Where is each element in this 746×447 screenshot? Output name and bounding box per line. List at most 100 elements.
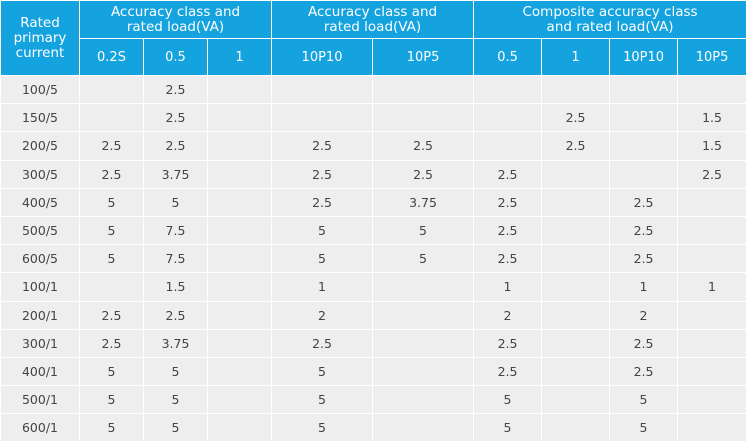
table-cell: 5 (143, 356, 208, 387)
table-cell (206, 244, 273, 274)
table-cell: 7.5 (143, 244, 208, 274)
table-cell: 2.5 (79, 159, 144, 189)
row-current-label: 400/5 (0, 187, 80, 217)
group-header-composite-accuracy-class: Composite accuracy class and rated load(… (473, 0, 746, 39)
table-cell: 5 (473, 413, 543, 443)
table-cell (541, 187, 611, 217)
group-header-accuracy-class-protection: Accuracy class and rated load(VA) (271, 0, 475, 39)
row-current-label: 600/1 (0, 413, 80, 443)
table-cell: 2.5 (271, 131, 374, 161)
table-row: 100/1 1.5 1 1 1 1 (0, 272, 746, 302)
table-cell: 2.5 (541, 103, 611, 133)
table-cell: 5 (79, 413, 144, 443)
table-cell (677, 300, 746, 330)
table-cell: 5 (271, 215, 374, 246)
header-group-row: Rated primary current Accuracy class and… (0, 0, 746, 76)
table-cell: 1.5 (143, 272, 208, 302)
table-cell (79, 272, 144, 302)
table-cell (609, 159, 679, 189)
table-cell (677, 413, 746, 443)
table-cell (541, 300, 611, 330)
table-cell: 2.5 (143, 103, 208, 133)
table-cell: 5 (79, 356, 144, 387)
table-cell: 5 (143, 187, 208, 217)
column-header: 10P10 (271, 38, 374, 76)
table-cell: 2.5 (609, 328, 679, 358)
table-cell (677, 187, 746, 217)
table-cell (677, 74, 746, 105)
row-current-label: 100/1 (0, 272, 80, 302)
table-cell: 5 (79, 244, 144, 274)
table-cell: 2.5 (473, 356, 543, 387)
table-cell (609, 103, 679, 133)
table-row: 100/5 2.5 (0, 74, 746, 105)
table-cell (541, 272, 611, 302)
table-cell: 5 (473, 385, 543, 415)
table-cell (541, 328, 611, 358)
table-cell (271, 103, 374, 133)
table-cell (372, 74, 475, 105)
table-cell: 1 (677, 272, 746, 302)
table-cell (79, 74, 144, 105)
table-cell: 2.5 (609, 187, 679, 217)
table-cell (206, 300, 273, 330)
table-cell: 2.5 (473, 328, 543, 358)
table-cell (206, 159, 273, 189)
table-cell (609, 131, 679, 161)
table-cell (206, 103, 273, 133)
table-row: 400/1 5 5 5 2.5 2.5 (0, 356, 746, 387)
header-column-row: 0.2S 0.5 1 10P10 10P5 0.5 1 10P10 10P5 (1, 38, 746, 76)
table-row: 200/5 2.5 2.5 2.5 2.5 2.5 1.5 (0, 131, 746, 161)
row-current-label: 100/5 (0, 74, 80, 105)
table-cell: 2.5 (473, 244, 543, 274)
table-body: 100/5 2.5 150/5 2.5 2.5 1.5 200/5 2.5 2.5 2.5 2.5 2… (0, 74, 746, 443)
row-current-label: 300/1 (0, 328, 80, 358)
row-current-label: 600/5 (0, 244, 80, 274)
table-cell: 2.5 (79, 300, 144, 330)
table-cell: 5 (271, 356, 374, 387)
table-cell: 5 (271, 413, 374, 443)
table-cell: 2.5 (609, 356, 679, 387)
table-cell: 2.5 (143, 131, 208, 161)
table-cell (206, 328, 273, 358)
table-cell (206, 187, 273, 217)
column-header: 0.2S (79, 38, 144, 76)
table-cell: 1.5 (677, 103, 746, 133)
row-current-label: 400/1 (0, 356, 80, 387)
table-cell (206, 215, 273, 246)
table-row: 600/1 5 5 5 5 5 (0, 413, 746, 443)
table-row: 600/5 5 7.5 5 5 2.5 2.5 (0, 244, 746, 274)
table-cell (372, 328, 475, 358)
column-header: 10P10 (609, 38, 679, 76)
table-cell: 7.5 (143, 215, 208, 246)
row-current-label: 500/5 (0, 215, 80, 246)
table-cell: 1 (473, 272, 543, 302)
row-current-label: 150/5 (0, 103, 80, 133)
table-row: 300/5 2.5 3.75 2.5 2.5 2.5 2.5 (0, 159, 746, 189)
column-header: 10P5 (372, 38, 475, 76)
table-cell (206, 356, 273, 387)
table-cell: 5 (79, 385, 144, 415)
table-row: 150/5 2.5 2.5 1.5 (0, 103, 746, 133)
table-cell: 2.5 (372, 159, 475, 189)
table-cell: 5 (609, 413, 679, 443)
table-cell (677, 356, 746, 387)
table-cell (372, 356, 475, 387)
column-header: 1 (541, 38, 611, 76)
table-header: Rated primary current Accuracy class and… (0, 0, 746, 76)
row-current-label: 500/1 (0, 385, 80, 415)
group-header-accuracy-class: Accuracy class and rated load(VA) (78, 0, 273, 39)
table-row: 500/5 5 7.5 5 5 2.5 2.5 (0, 215, 746, 246)
table-row: 500/1 5 5 5 5 5 (0, 385, 746, 415)
table-cell: 2.5 (473, 215, 543, 246)
table-cell (206, 272, 273, 302)
table-cell: 2.5 (609, 215, 679, 246)
table-cell (677, 385, 746, 415)
table-cell: 5 (372, 244, 475, 274)
column-header: 0.5 (143, 38, 208, 76)
table-cell (541, 244, 611, 274)
table-cell (206, 131, 273, 161)
table-cell: 1 (609, 272, 679, 302)
table-cell: 2 (271, 300, 374, 330)
